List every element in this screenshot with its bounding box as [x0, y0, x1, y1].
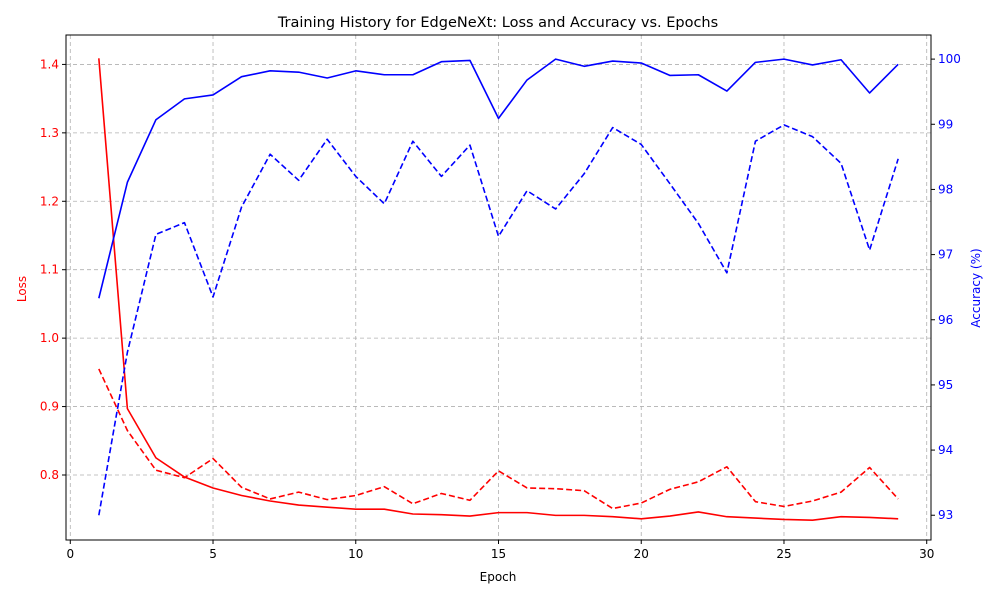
x-tick-label: 5: [209, 547, 217, 561]
left-y-axis-label: Loss: [15, 276, 29, 302]
right-y-tick-label: 100: [938, 52, 961, 66]
right-y-tick-label: 97: [938, 248, 953, 262]
left-y-tick-label: 1.3: [40, 126, 59, 140]
x-tick-label: 25: [776, 547, 791, 561]
x-tick-label: 15: [491, 547, 506, 561]
left-y-tick-label: 0.9: [40, 400, 59, 414]
right-y-tick-label: 99: [938, 117, 953, 131]
series-lines: [98, 58, 899, 521]
right-y-axis-label: Accuracy (%): [969, 248, 983, 327]
left-y-tick-label: 1.1: [40, 263, 59, 277]
left-y-tick-label: 1.2: [40, 194, 59, 208]
loss-series-line-solid: [98, 58, 899, 521]
axis-ticks: 0 5 10 15 20 25 30 0.8 0.9 1.0 1.1 1.2 1.3 1.4 93 94 95 9…: [40, 52, 961, 561]
accuracy-series-line-dashed: [98, 124, 899, 516]
x-tick-label: 30: [919, 547, 934, 561]
right-y-tick-label: 94: [938, 443, 953, 457]
x-axis-label: Epoch: [480, 570, 517, 584]
right-y-tick-label: 93: [938, 508, 953, 522]
grid-lines: [66, 35, 931, 540]
left-y-tick-label: 1.0: [40, 331, 59, 345]
x-tick-label: 20: [634, 547, 649, 561]
loss-series-line-dashed: [98, 368, 899, 510]
left-y-tick-label: 0.8: [40, 468, 59, 482]
accuracy-series-line-solid: [98, 58, 899, 299]
right-y-tick-label: 96: [938, 313, 953, 327]
right-y-tick-label: 95: [938, 378, 953, 392]
x-tick-label: 0: [66, 547, 74, 561]
right-y-tick-label: 98: [938, 182, 953, 196]
left-y-tick-label: 1.4: [40, 57, 59, 71]
x-tick-label: 10: [348, 547, 363, 561]
chart-title: Training History for EdgeNeXt: Loss and …: [277, 15, 718, 31]
